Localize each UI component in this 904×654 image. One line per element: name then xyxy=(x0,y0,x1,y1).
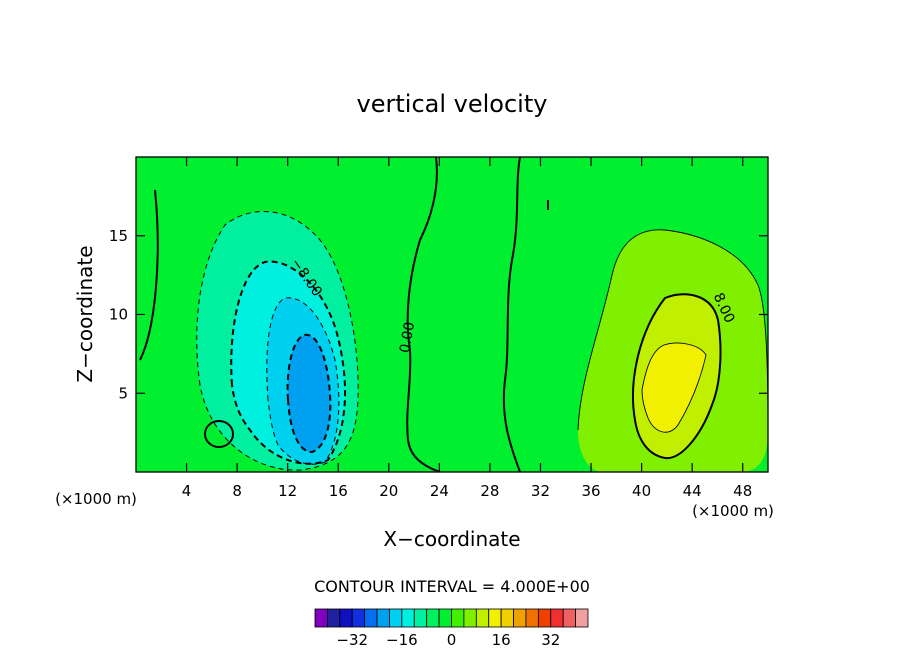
colorbar-swatch xyxy=(475,608,490,628)
colorbar-swatch xyxy=(550,608,564,628)
colorbar: −32 −16 0 16 32 xyxy=(314,608,589,649)
colorbar-swatch xyxy=(575,608,589,628)
y-tick-label: 15 xyxy=(109,227,128,245)
x-axis-label: X−coordinate xyxy=(383,527,520,551)
contour-plus-four xyxy=(577,229,768,431)
y-axis: 5 10 15 xyxy=(109,227,768,402)
colorbar-tick-label: 16 xyxy=(492,631,511,649)
x-tick-label: 32 xyxy=(531,482,550,500)
colorbar-tick-label: −16 xyxy=(386,631,418,649)
colorbar-swatch xyxy=(401,608,415,628)
colorbar-swatch xyxy=(525,608,539,628)
colorbar-tick-label: 0 xyxy=(447,631,457,649)
colorbar-swatch xyxy=(327,608,341,628)
colorbar-tick-label: −32 xyxy=(336,631,368,649)
colorbar-swatch xyxy=(438,608,452,628)
contour-minus-eight xyxy=(230,260,347,465)
contour-plus-twelve xyxy=(641,342,707,433)
x-tick-label: 24 xyxy=(430,482,449,500)
colorbar-swatch xyxy=(500,608,514,628)
colorbar-swatch xyxy=(426,608,440,628)
colorbar-swatch xyxy=(339,608,353,628)
colorbar-swatch xyxy=(376,608,390,628)
contour-minus-twelve xyxy=(266,297,340,465)
contour-minus-four xyxy=(196,211,359,471)
y-axis-label: Z−coordinate xyxy=(73,245,97,382)
y-tick-label: 10 xyxy=(109,306,128,324)
contour-plus-eight xyxy=(632,293,722,460)
y-tick-label: 5 xyxy=(118,384,128,402)
x-tick-label: 28 xyxy=(480,482,499,500)
x-tick-label: 12 xyxy=(278,482,297,500)
contour-interval-label: CONTOUR INTERVAL = 4.000E+00 xyxy=(314,577,590,596)
plot-area xyxy=(136,157,768,472)
colorbar-swatch xyxy=(364,608,378,628)
x-tick-label: 20 xyxy=(379,482,398,500)
colorbar-swatch xyxy=(562,608,576,628)
x-tick-label: 48 xyxy=(733,482,752,500)
x-tick-label: 8 xyxy=(232,482,242,500)
colorbar-swatch xyxy=(537,608,552,628)
colorbar-swatch xyxy=(413,608,428,628)
contour-minus-sixteen xyxy=(286,333,332,454)
colorbar-swatch xyxy=(463,608,477,628)
contour-label: 0.00 xyxy=(397,321,418,354)
contour-small-cell xyxy=(204,420,234,448)
colorbar-swatch xyxy=(389,608,403,628)
colorbar-swatch xyxy=(314,608,328,628)
colorbar-swatch xyxy=(351,608,366,628)
x-tick-label: 16 xyxy=(329,482,348,500)
colorbar-swatch xyxy=(513,608,527,628)
x-unit-left: (×1000 m) xyxy=(55,490,137,508)
x-tick-label: 36 xyxy=(581,482,600,500)
x-tick-label: 40 xyxy=(632,482,651,500)
contour-zero-right xyxy=(502,157,549,472)
colorbar-swatch xyxy=(451,608,465,628)
x-tick-label: 44 xyxy=(683,482,702,500)
field-region-level-neg16 xyxy=(287,334,331,452)
chart-title: vertical velocity xyxy=(357,90,548,118)
x-tick-label: 4 xyxy=(182,482,192,500)
contour-zero-main xyxy=(139,157,441,472)
x-unit-right: (×1000 m) xyxy=(692,502,774,520)
colorbar-swatch xyxy=(488,608,502,628)
x-axis: 4 8 12 16 20 24 28 32 36 40 44 48 xyxy=(182,157,752,500)
colorbar-tick-label: 32 xyxy=(541,631,560,649)
field-region-level-12 xyxy=(642,343,706,433)
